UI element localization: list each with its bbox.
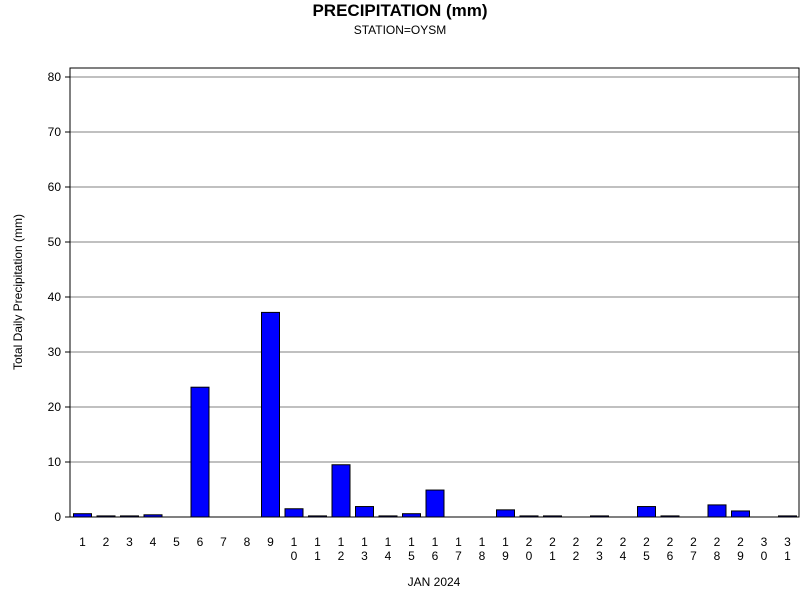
bar-day-13: [355, 506, 374, 518]
bar-day-10: [284, 508, 304, 518]
x-tick-label: 8: [244, 535, 251, 549]
y-tick-label: 20: [48, 400, 62, 414]
x-tick-label: 2: [103, 535, 110, 549]
y-tick-label: 40: [48, 290, 62, 304]
y-axis-label: Total Daily Precipitation (mm): [11, 214, 25, 370]
x-axis: 1 2 3 4 5 6 7 8 9 1 01 11 21 31 41 51 61 71 81 92 02 12 22 32 42…: [79, 535, 791, 563]
x-tick-label: 7: [220, 535, 227, 549]
y-tick-label: 0: [54, 510, 61, 524]
bar-day-28: [707, 504, 727, 518]
x-tick-label: 5: [173, 535, 180, 549]
y-tick-label: 30: [48, 345, 62, 359]
x-tick-label: 3: [126, 535, 133, 549]
bar-day-9: [261, 311, 280, 518]
chart-title: PRECIPITATION (mm): [312, 1, 488, 20]
x-axis-label: JAN 2024: [408, 575, 461, 589]
bar-day-12: [331, 464, 351, 518]
y-tick-label: 10: [48, 455, 62, 469]
x-tick-label: 4: [150, 535, 157, 549]
plot-frame: [69, 67, 800, 518]
bar-day-19: [496, 509, 515, 518]
chart-subtitle: STATION=OYSM: [353, 23, 447, 37]
y-tick-label: 60: [48, 180, 62, 194]
x-tick-label: 9: [267, 535, 274, 549]
bar-day-6: [190, 386, 210, 518]
x-tick-label: 1: [79, 535, 86, 549]
y-tick-label: 50: [48, 235, 62, 249]
bar-day-25: [637, 506, 656, 518]
y-tick-label: 70: [48, 125, 62, 139]
y-tick-label: 80: [48, 70, 62, 84]
x-tick-label: 6: [197, 535, 204, 549]
grid-lines: [70, 76, 799, 463]
y-axis: 0 10 20 30 40 50 60 70 80: [48, 70, 70, 524]
bar-day-29: [731, 510, 750, 518]
bar-group: [73, 311, 797, 518]
bar-day-16: [425, 489, 445, 518]
